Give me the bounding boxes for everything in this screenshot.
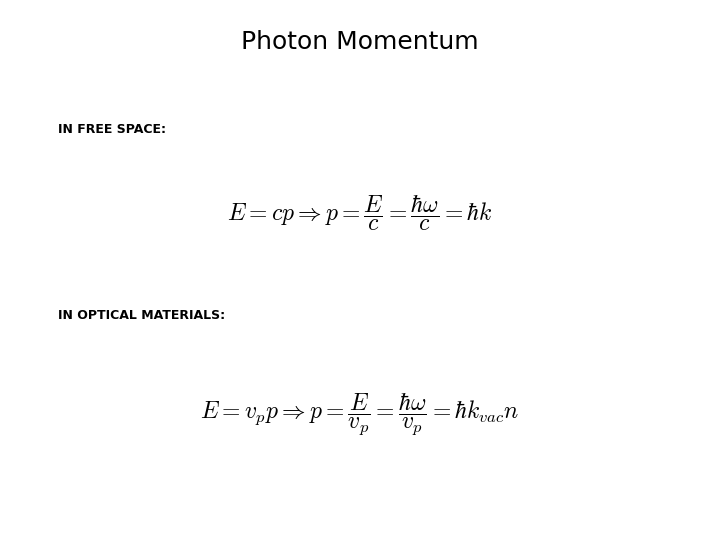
- Text: IN OPTICAL MATERIALS:: IN OPTICAL MATERIALS:: [58, 309, 225, 322]
- Text: $E = v_p p \Rightarrow p = \dfrac{E}{v_p} = \dfrac{\hbar\omega}{v_p} = \hbar k_{: $E = v_p p \Rightarrow p = \dfrac{E}{v_p…: [200, 390, 520, 436]
- Text: IN FREE SPACE:: IN FREE SPACE:: [58, 123, 166, 136]
- Text: $E = cp \Rightarrow p = \dfrac{E}{c} = \dfrac{\hbar\omega}{c} = \hbar k$: $E = cp \Rightarrow p = \dfrac{E}{c} = \…: [228, 193, 492, 233]
- Text: Photon Momentum: Photon Momentum: [241, 30, 479, 53]
